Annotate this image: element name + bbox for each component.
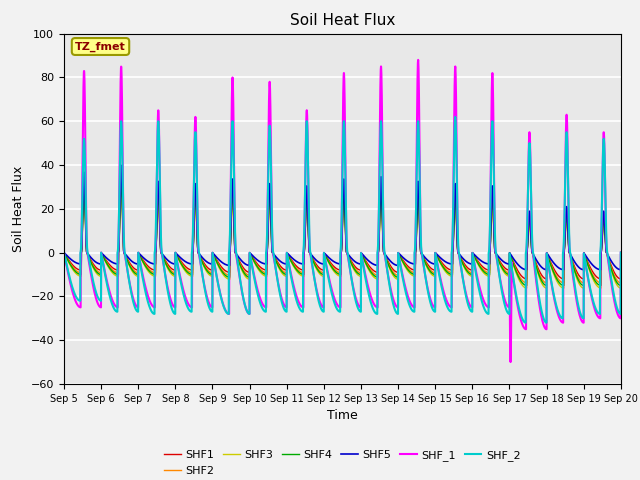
SHF_2 bbox=[543, 320, 550, 325]
SHF3 bbox=[616, 285, 624, 291]
SHF_1 bbox=[160, 264, 168, 270]
SHF1 bbox=[161, 255, 168, 261]
Y-axis label: Soil Heat Flux: Soil Heat Flux bbox=[12, 166, 25, 252]
SHF_1 bbox=[617, 250, 625, 255]
SHF2 bbox=[161, 256, 168, 262]
SHF5 bbox=[617, 250, 625, 255]
SHF_1 bbox=[507, 359, 515, 365]
Line: SHF_1: SHF_1 bbox=[64, 60, 621, 362]
SHF_1 bbox=[467, 304, 475, 310]
SHF4 bbox=[322, 253, 330, 259]
Line: SHF5: SHF5 bbox=[64, 165, 621, 270]
SHF4 bbox=[616, 283, 624, 288]
SHF2 bbox=[580, 280, 588, 286]
SHF3 bbox=[322, 254, 330, 260]
SHF_2 bbox=[617, 250, 625, 255]
SHF5 bbox=[523, 267, 531, 273]
SHF3 bbox=[499, 267, 507, 273]
SHF5 bbox=[60, 250, 68, 255]
SHF5 bbox=[467, 261, 475, 267]
SHF_1 bbox=[322, 259, 330, 264]
SHF2 bbox=[117, 177, 125, 182]
SHF3 bbox=[580, 285, 588, 291]
SHF5 bbox=[117, 162, 125, 168]
Line: SHF4: SHF4 bbox=[64, 182, 621, 286]
SHF1 bbox=[467, 267, 475, 273]
SHF1 bbox=[616, 276, 624, 282]
SHF2 bbox=[436, 259, 444, 265]
SHF5 bbox=[499, 258, 507, 264]
SHF3 bbox=[436, 261, 444, 266]
Title: Soil Heat Flux: Soil Heat Flux bbox=[290, 13, 395, 28]
SHF_2 bbox=[467, 308, 475, 314]
SHF_1 bbox=[60, 250, 68, 255]
SHF2 bbox=[617, 250, 625, 255]
SHF3 bbox=[60, 250, 68, 255]
SHF_2 bbox=[322, 260, 330, 265]
SHF_1 bbox=[436, 276, 444, 281]
SHF3 bbox=[117, 190, 125, 196]
SHF5 bbox=[161, 253, 168, 259]
SHF4 bbox=[467, 272, 475, 277]
SHF2 bbox=[322, 253, 330, 259]
SHF4 bbox=[580, 283, 588, 288]
SHF4 bbox=[436, 260, 444, 265]
SHF_2 bbox=[160, 264, 168, 270]
SHF2 bbox=[467, 270, 475, 276]
SHF4 bbox=[161, 257, 168, 263]
SHF5 bbox=[436, 255, 444, 261]
Line: SHF2: SHF2 bbox=[64, 180, 621, 283]
SHF2 bbox=[499, 265, 507, 271]
SHF_2 bbox=[499, 293, 507, 299]
Line: SHF_2: SHF_2 bbox=[64, 117, 621, 323]
SHF5 bbox=[322, 252, 330, 257]
Line: SHF3: SHF3 bbox=[64, 193, 621, 288]
SHF_2 bbox=[616, 311, 624, 317]
SHF1 bbox=[117, 167, 125, 172]
SHF1 bbox=[436, 258, 444, 264]
SHF_1 bbox=[616, 315, 624, 321]
SHF1 bbox=[560, 276, 568, 282]
Text: TZ_fmet: TZ_fmet bbox=[75, 41, 126, 52]
X-axis label: Time: Time bbox=[327, 409, 358, 422]
Line: SHF1: SHF1 bbox=[64, 169, 621, 279]
SHF1 bbox=[322, 252, 330, 258]
SHF_2 bbox=[60, 250, 68, 255]
SHF_1 bbox=[414, 57, 422, 63]
SHF1 bbox=[60, 250, 68, 255]
SHF_2 bbox=[451, 114, 459, 120]
SHF1 bbox=[499, 263, 507, 269]
SHF_2 bbox=[436, 277, 444, 283]
SHF4 bbox=[60, 250, 68, 255]
SHF4 bbox=[499, 266, 507, 272]
SHF5 bbox=[616, 267, 624, 273]
SHF_1 bbox=[499, 289, 507, 295]
SHF2 bbox=[616, 280, 624, 286]
SHF3 bbox=[467, 273, 475, 279]
SHF3 bbox=[617, 250, 625, 255]
Legend: SHF1, SHF2, SHF3, SHF4, SHF5, SHF_1, SHF_2: SHF1, SHF2, SHF3, SHF4, SHF5, SHF_1, SHF… bbox=[160, 445, 525, 480]
SHF1 bbox=[617, 250, 625, 255]
SHF3 bbox=[161, 258, 168, 264]
SHF2 bbox=[60, 250, 68, 255]
SHF4 bbox=[117, 179, 125, 185]
SHF4 bbox=[617, 250, 625, 255]
